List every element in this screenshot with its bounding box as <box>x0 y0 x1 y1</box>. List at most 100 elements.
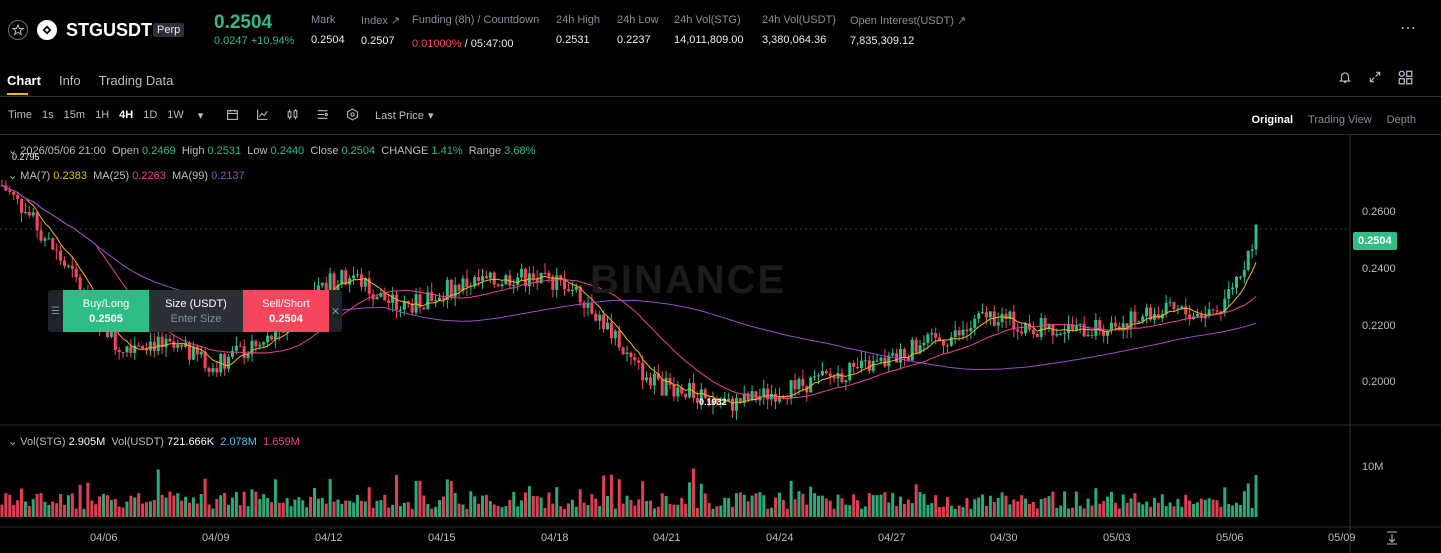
candle-body <box>1047 324 1051 329</box>
volume-bar <box>598 505 602 517</box>
interval-dropdown-icon[interactable]: ▾ <box>197 110 204 122</box>
legend-collapse-icon[interactable]: ⌄ <box>8 145 18 157</box>
candle-body <box>856 367 860 369</box>
volume-bar <box>863 506 867 517</box>
interval-15m[interactable]: 15m <box>63 109 86 121</box>
candle-body <box>922 342 926 346</box>
view-trading-view[interactable]: Trading View <box>1308 114 1372 126</box>
price-type-select[interactable]: Last Price <box>375 110 424 122</box>
volume-bar <box>1238 504 1242 517</box>
view-original[interactable]: Original <box>1251 114 1294 126</box>
layout-grid-icon[interactable] <box>1398 70 1413 90</box>
volume-bar <box>813 493 817 517</box>
interval-1h[interactable]: 1H <box>95 109 110 121</box>
calendar-icon[interactable] <box>226 108 239 126</box>
drawing-tools-icon[interactable] <box>346 108 359 126</box>
volume-bar <box>480 495 484 517</box>
volume-bar <box>816 495 820 517</box>
alert-bell-icon[interactable] <box>1338 70 1352 89</box>
indicator-chart-icon[interactable] <box>256 108 269 126</box>
candle-body <box>1004 313 1008 319</box>
candle-body <box>187 342 191 360</box>
tab-chart[interactable]: Chart <box>7 73 41 88</box>
more-menu-icon[interactable]: ⋯ <box>1400 20 1416 37</box>
candle-body <box>203 351 207 369</box>
candle-body <box>430 292 434 302</box>
fullscreen-icon[interactable] <box>1368 70 1382 89</box>
stat-open-interest[interactable]: Open Interest(USDT) ↗ 7,835,309.12 <box>850 15 967 47</box>
x-tick: 04/09 <box>202 532 230 544</box>
volume-bar <box>867 493 871 517</box>
sell-short-button[interactable]: Sell/Short 0.2504 <box>243 290 329 332</box>
candle-body <box>59 250 63 261</box>
candle-body <box>977 313 981 319</box>
tab-trading-data[interactable]: Trading Data <box>98 73 174 88</box>
volume-bar <box>184 496 188 517</box>
close-icon[interactable]: ✕ <box>330 305 341 318</box>
volume-bar <box>82 508 86 517</box>
price-chart[interactable] <box>0 135 1441 553</box>
candle-body <box>535 278 539 284</box>
volume-bar <box>1172 506 1176 517</box>
settings-list-icon[interactable] <box>316 108 329 126</box>
volume-bar <box>723 497 727 517</box>
volume-bar <box>1203 499 1207 517</box>
y-tick: 0.2000 <box>1362 376 1396 388</box>
candle-body <box>840 373 844 383</box>
interval-1d[interactable]: 1D <box>143 109 158 121</box>
tab-info[interactable]: Info <box>58 73 81 88</box>
volume-bar <box>1020 495 1024 517</box>
volume-bar <box>621 503 625 517</box>
volume-bar <box>223 492 227 517</box>
view-depth[interactable]: Depth <box>1386 114 1416 126</box>
interval-1s[interactable]: 1s <box>42 109 54 121</box>
candle-body <box>1223 298 1227 313</box>
ma7-line <box>1 184 1257 404</box>
interval-4h[interactable]: 4H <box>119 109 134 121</box>
symbol-name[interactable]: STGUSDT <box>66 20 153 40</box>
stat-index[interactable]: Index ↗ 0.2507 <box>361 15 401 47</box>
volume-bar <box>633 505 637 517</box>
volume-bar <box>879 494 883 517</box>
volume-bar <box>102 494 106 517</box>
scroll-to-latest-icon[interactable] <box>1386 531 1398 550</box>
volume-bar <box>656 506 660 517</box>
candle-body <box>1156 314 1160 319</box>
candle-body <box>738 398 742 404</box>
candle-body <box>434 300 438 302</box>
buy-long-button[interactable]: Buy/Long 0.2505 <box>63 290 149 332</box>
volume-bar <box>8 494 12 517</box>
volume-bar <box>1106 496 1110 517</box>
volume-bar <box>172 495 176 517</box>
price-type-dropdown-icon[interactable]: ▾ <box>428 110 434 122</box>
favorite-star-icon[interactable] <box>8 20 28 40</box>
size-input[interactable]: Size (USDT) Enter Size <box>149 290 243 332</box>
candle-body <box>910 339 914 361</box>
candle-body <box>1246 250 1250 270</box>
volume-bar <box>1012 499 1016 517</box>
candle-body <box>262 342 266 345</box>
candle-type-icon[interactable] <box>286 108 299 126</box>
stat-mark: Mark 0.2504 <box>311 14 345 46</box>
volume-bar <box>734 493 738 517</box>
volume-bar <box>594 498 598 517</box>
candle-body <box>66 265 70 267</box>
candle-body <box>156 336 160 351</box>
candle-body <box>39 230 43 241</box>
volume-bar <box>258 498 262 517</box>
candle-body <box>453 284 457 297</box>
interval-1w[interactable]: 1W <box>167 109 184 121</box>
candle-body <box>1102 330 1106 336</box>
volume-bar <box>988 495 992 517</box>
volume-bar <box>1129 498 1133 517</box>
volume-bar <box>180 500 184 517</box>
drag-handle-icon[interactable]: ☰ <box>51 305 60 317</box>
candle-body <box>1152 314 1156 320</box>
candle-body <box>606 322 610 330</box>
volume-bar <box>336 499 340 517</box>
volume-bar <box>629 499 633 517</box>
volume-bar <box>0 504 4 517</box>
volume-bar <box>51 501 55 517</box>
candle-body <box>988 311 992 318</box>
volume-bar <box>4 493 8 517</box>
